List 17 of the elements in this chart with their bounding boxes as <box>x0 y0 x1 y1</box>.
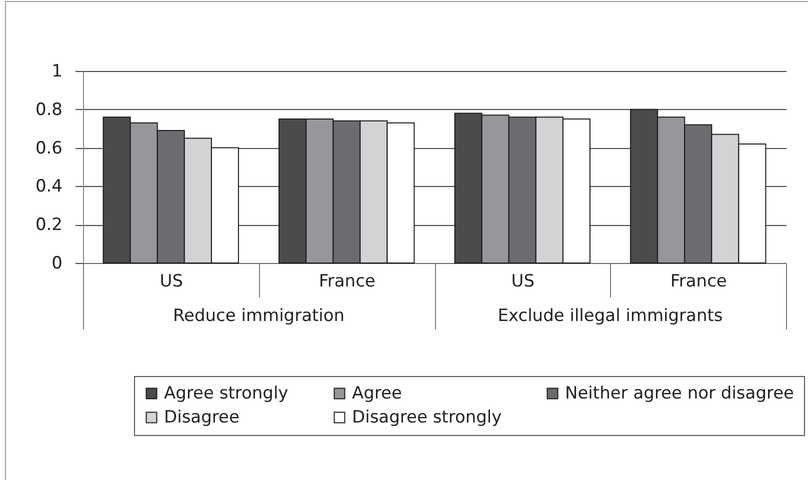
text: Reduce immigration <box>172 306 345 326</box>
y-tick-label: 0.4 <box>35 176 62 197</box>
x-tick-label: France <box>670 272 727 292</box>
y-tick-label: 0 <box>52 254 62 274</box>
x-tick-label: US <box>160 272 183 292</box>
text: Exclude illegal immigrants <box>498 306 723 326</box>
legend-label: Disagree strongly <box>352 408 502 428</box>
legend-label: Agree <box>352 384 402 404</box>
x-tick-label: US <box>511 272 534 292</box>
legend-label: Agree strongly <box>164 384 288 404</box>
y-tick-label: 0.2 <box>35 215 62 236</box>
y-tick-label: 0.8 <box>35 100 62 120</box>
legend-label: Neither agree nor disagree <box>565 384 794 404</box>
x-tick-label: France <box>318 272 376 292</box>
legend-label: Disagree <box>164 408 240 428</box>
y-tick-label: 1 <box>52 62 62 82</box>
y-tick-label: 0.6 <box>35 138 62 158</box>
